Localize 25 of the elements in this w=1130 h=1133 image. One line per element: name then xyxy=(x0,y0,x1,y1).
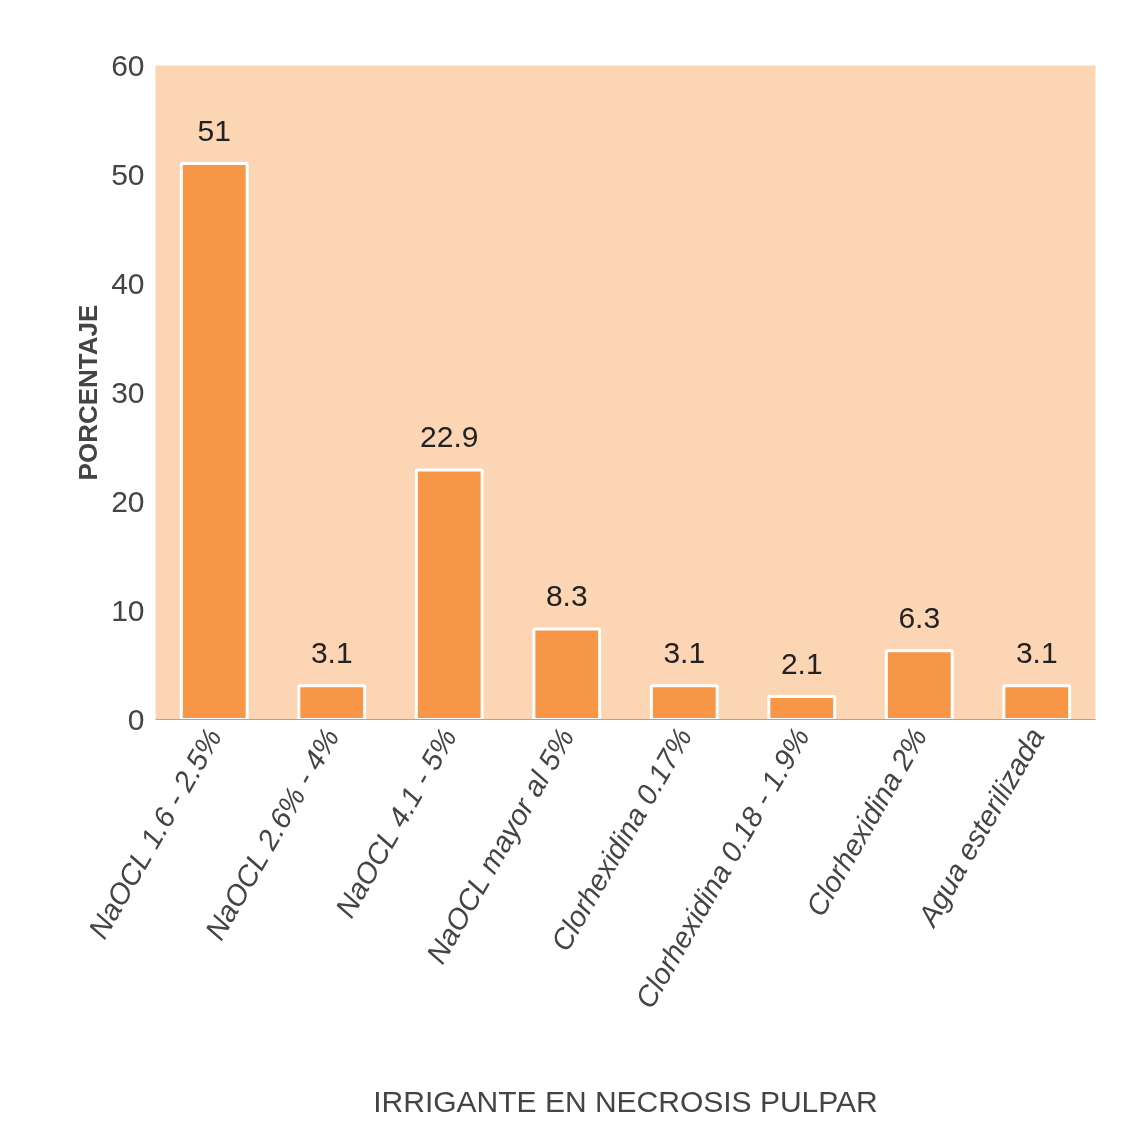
bar xyxy=(884,649,954,720)
bar xyxy=(1002,684,1072,720)
y-tick-label: 40 xyxy=(111,266,145,300)
y-tick-label: 60 xyxy=(111,48,145,82)
data-label: 8.3 xyxy=(545,579,588,613)
bar xyxy=(532,627,602,720)
data-label: 3.1 xyxy=(663,635,706,669)
y-tick-label: 10 xyxy=(111,593,145,627)
y-tick-label: 0 xyxy=(127,702,145,736)
y-axis-title: PORCENTAJE xyxy=(73,304,104,481)
data-label: 3.1 xyxy=(1015,635,1058,669)
data-label: 6.3 xyxy=(898,600,941,634)
data-label: 51 xyxy=(197,113,231,147)
y-tick-label: 20 xyxy=(111,484,145,518)
bar xyxy=(297,684,367,720)
bar xyxy=(179,162,249,720)
x-axis-title: IRRIGANTE EN NECROSIS PULPAR xyxy=(373,1084,878,1118)
y-tick-label: 30 xyxy=(111,375,145,409)
bar xyxy=(414,468,484,720)
bar xyxy=(767,695,837,720)
y-tick-label: 50 xyxy=(111,157,145,191)
data-label: 2.1 xyxy=(780,646,823,680)
data-label: 22.9 xyxy=(420,420,479,453)
data-label: 3.1 xyxy=(310,635,353,669)
bar xyxy=(649,684,719,720)
